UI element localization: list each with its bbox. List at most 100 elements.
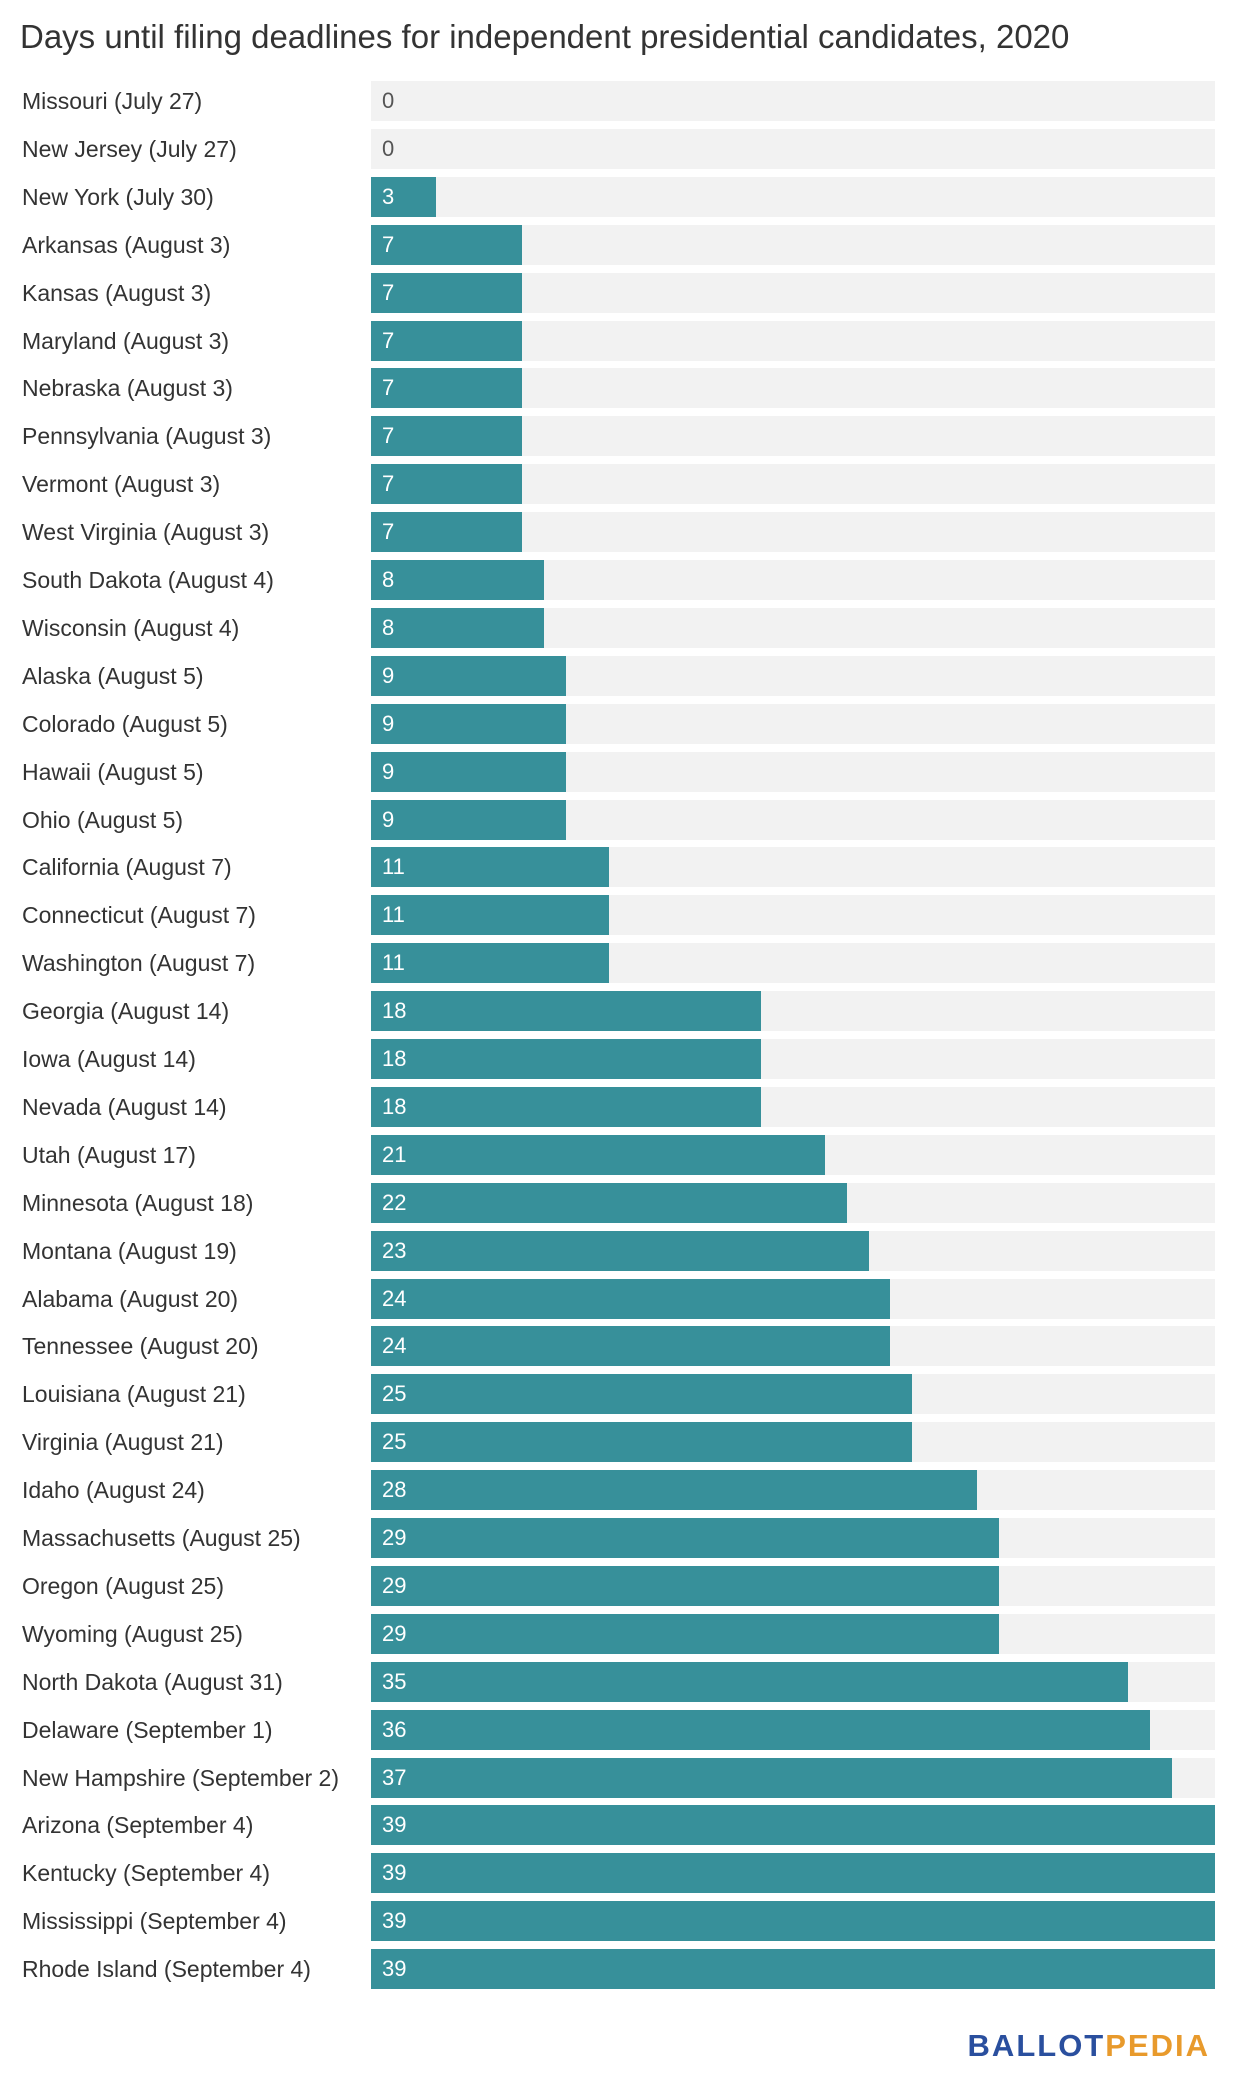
- data-label: 8: [382, 567, 395, 592]
- bar-row: Louisiana (August 21) 25: [0, 1374, 1240, 1415]
- bar-row: West Virginia (August 3) 7: [0, 512, 1240, 553]
- bar-row: Wisconsin (August 4) 8: [0, 607, 1240, 648]
- bar-row: California (August 7) 11: [0, 847, 1240, 888]
- category-label: California (August 7): [22, 854, 232, 881]
- data-label: 29: [382, 1525, 407, 1550]
- bar-row: New Jersey (July 27) 0: [0, 128, 1240, 169]
- bar-track: 9: [371, 703, 1215, 744]
- bar-track: 0: [371, 128, 1215, 169]
- category-label: Utah (August 17): [22, 1141, 196, 1168]
- bar-track: 23: [371, 1230, 1215, 1271]
- bar: [371, 655, 566, 696]
- bar-row: Kansas (August 3) 7: [0, 272, 1240, 313]
- category-label: Louisiana (August 21): [22, 1381, 246, 1408]
- bar-row: New Hampshire (September 2) 37: [0, 1757, 1240, 1798]
- bar-track: 18: [371, 1039, 1215, 1079]
- data-label: 7: [382, 279, 395, 305]
- bar-row: Maryland (August 3) 7: [0, 320, 1240, 361]
- data-label: 21: [382, 1141, 407, 1167]
- bar: [371, 512, 523, 553]
- bar: [371, 224, 523, 265]
- data-label: 8: [382, 614, 395, 640]
- chart-title: Days until filing deadlines for independ…: [20, 18, 1070, 55]
- ballotpedia-logo[interactable]: BALLOTPEDIA: [968, 2028, 1210, 2064]
- logo-text-ballot: BALLOT: [967, 2028, 1106, 2063]
- data-label: 0: [382, 88, 395, 113]
- data-label: 7: [382, 327, 395, 353]
- bar: [371, 1278, 891, 1319]
- category-label: New Jersey (July 27): [22, 135, 237, 162]
- bar-row: Georgia (August 14) 18: [0, 991, 1240, 1032]
- data-label: 7: [382, 375, 395, 401]
- data-label: 11: [382, 950, 405, 976]
- category-label: Mississippi (September 4): [22, 1908, 287, 1935]
- data-label: 25: [382, 1381, 407, 1407]
- bar-track: 11: [371, 847, 1215, 888]
- bar-track: 21: [371, 1134, 1215, 1175]
- category-label: Tennessee (August 20): [22, 1333, 259, 1360]
- bar: [371, 1565, 999, 1606]
- bar-row: Washington (August 7) 11: [0, 943, 1240, 984]
- bar: [371, 799, 566, 840]
- bar-row: South Dakota (August 4) 8: [0, 560, 1240, 600]
- bar-track: 25: [371, 1422, 1215, 1463]
- category-label: Kansas (August 3): [22, 279, 212, 306]
- data-label: 39: [382, 1908, 407, 1934]
- data-label: 29: [382, 1572, 407, 1598]
- category-label: Ohio (August 5): [22, 806, 184, 833]
- bar: [371, 991, 761, 1032]
- bar-track: 11: [371, 895, 1215, 936]
- category-label: Alaska (August 5): [22, 662, 204, 689]
- category-label: New York (July 30): [22, 183, 214, 210]
- category-label: Vermont (August 3): [22, 471, 221, 498]
- bar: [371, 1422, 913, 1463]
- bar-track: 7: [371, 272, 1215, 313]
- data-label: 9: [382, 662, 395, 688]
- data-label: 35: [382, 1668, 407, 1694]
- bar-row: Hawaii (August 5) 9: [0, 751, 1240, 792]
- category-label: Wyoming (August 25): [22, 1620, 243, 1647]
- category-label: Hawaii (August 5): [22, 758, 204, 785]
- bar-row: Alaska (August 5) 9: [0, 655, 1240, 696]
- bar-row: Idaho (August 24) 28: [0, 1470, 1240, 1511]
- bar-track: 37: [371, 1757, 1215, 1798]
- data-label: 29: [382, 1620, 407, 1646]
- bar: [371, 464, 523, 505]
- bar-track: 29: [371, 1565, 1215, 1606]
- bar: [371, 1805, 1215, 1846]
- bar: [371, 1086, 761, 1127]
- bar: [371, 1901, 1215, 1942]
- bar-track: 39: [371, 1853, 1215, 1894]
- bar-row: Massachusetts (August 25) 29: [0, 1518, 1240, 1558]
- data-label: 18: [382, 1093, 407, 1119]
- data-label: 9: [382, 806, 395, 832]
- category-label: Nevada (August 14): [22, 1093, 227, 1120]
- category-label: Maryland (August 3): [22, 327, 230, 354]
- data-label: 28: [382, 1477, 407, 1503]
- bar-row: Iowa (August 14) 18: [0, 1039, 1240, 1079]
- bar: [371, 1757, 1172, 1798]
- bar: [371, 1134, 826, 1175]
- category-label: Iowa (August 14): [22, 1046, 196, 1072]
- category-label: Delaware (September 1): [22, 1716, 273, 1743]
- bar-track: 8: [371, 607, 1215, 648]
- bar-row: Virginia (August 21) 25: [0, 1422, 1240, 1463]
- bar-track: 9: [371, 751, 1215, 792]
- bar: [371, 1326, 891, 1367]
- bar: [371, 1470, 977, 1511]
- category-label: Georgia (August 14): [22, 998, 230, 1025]
- data-label: 37: [382, 1764, 407, 1790]
- bar: [371, 703, 566, 744]
- category-label: New Hampshire (September 2): [22, 1764, 340, 1791]
- bar: [371, 1709, 1151, 1750]
- bar-row: Arkansas (August 3) 7: [0, 224, 1240, 265]
- bar-row: Nevada (August 14) 18: [0, 1086, 1240, 1127]
- logo-text-pedia: PEDIA: [1105, 2028, 1210, 2063]
- bar-row: Montana (August 19) 23: [0, 1230, 1240, 1271]
- data-label: 7: [382, 423, 395, 449]
- bar-track: 18: [371, 991, 1215, 1032]
- category-label: Wisconsin (August 4): [22, 614, 240, 641]
- data-label: 0: [382, 135, 395, 161]
- data-label: 24: [382, 1285, 407, 1311]
